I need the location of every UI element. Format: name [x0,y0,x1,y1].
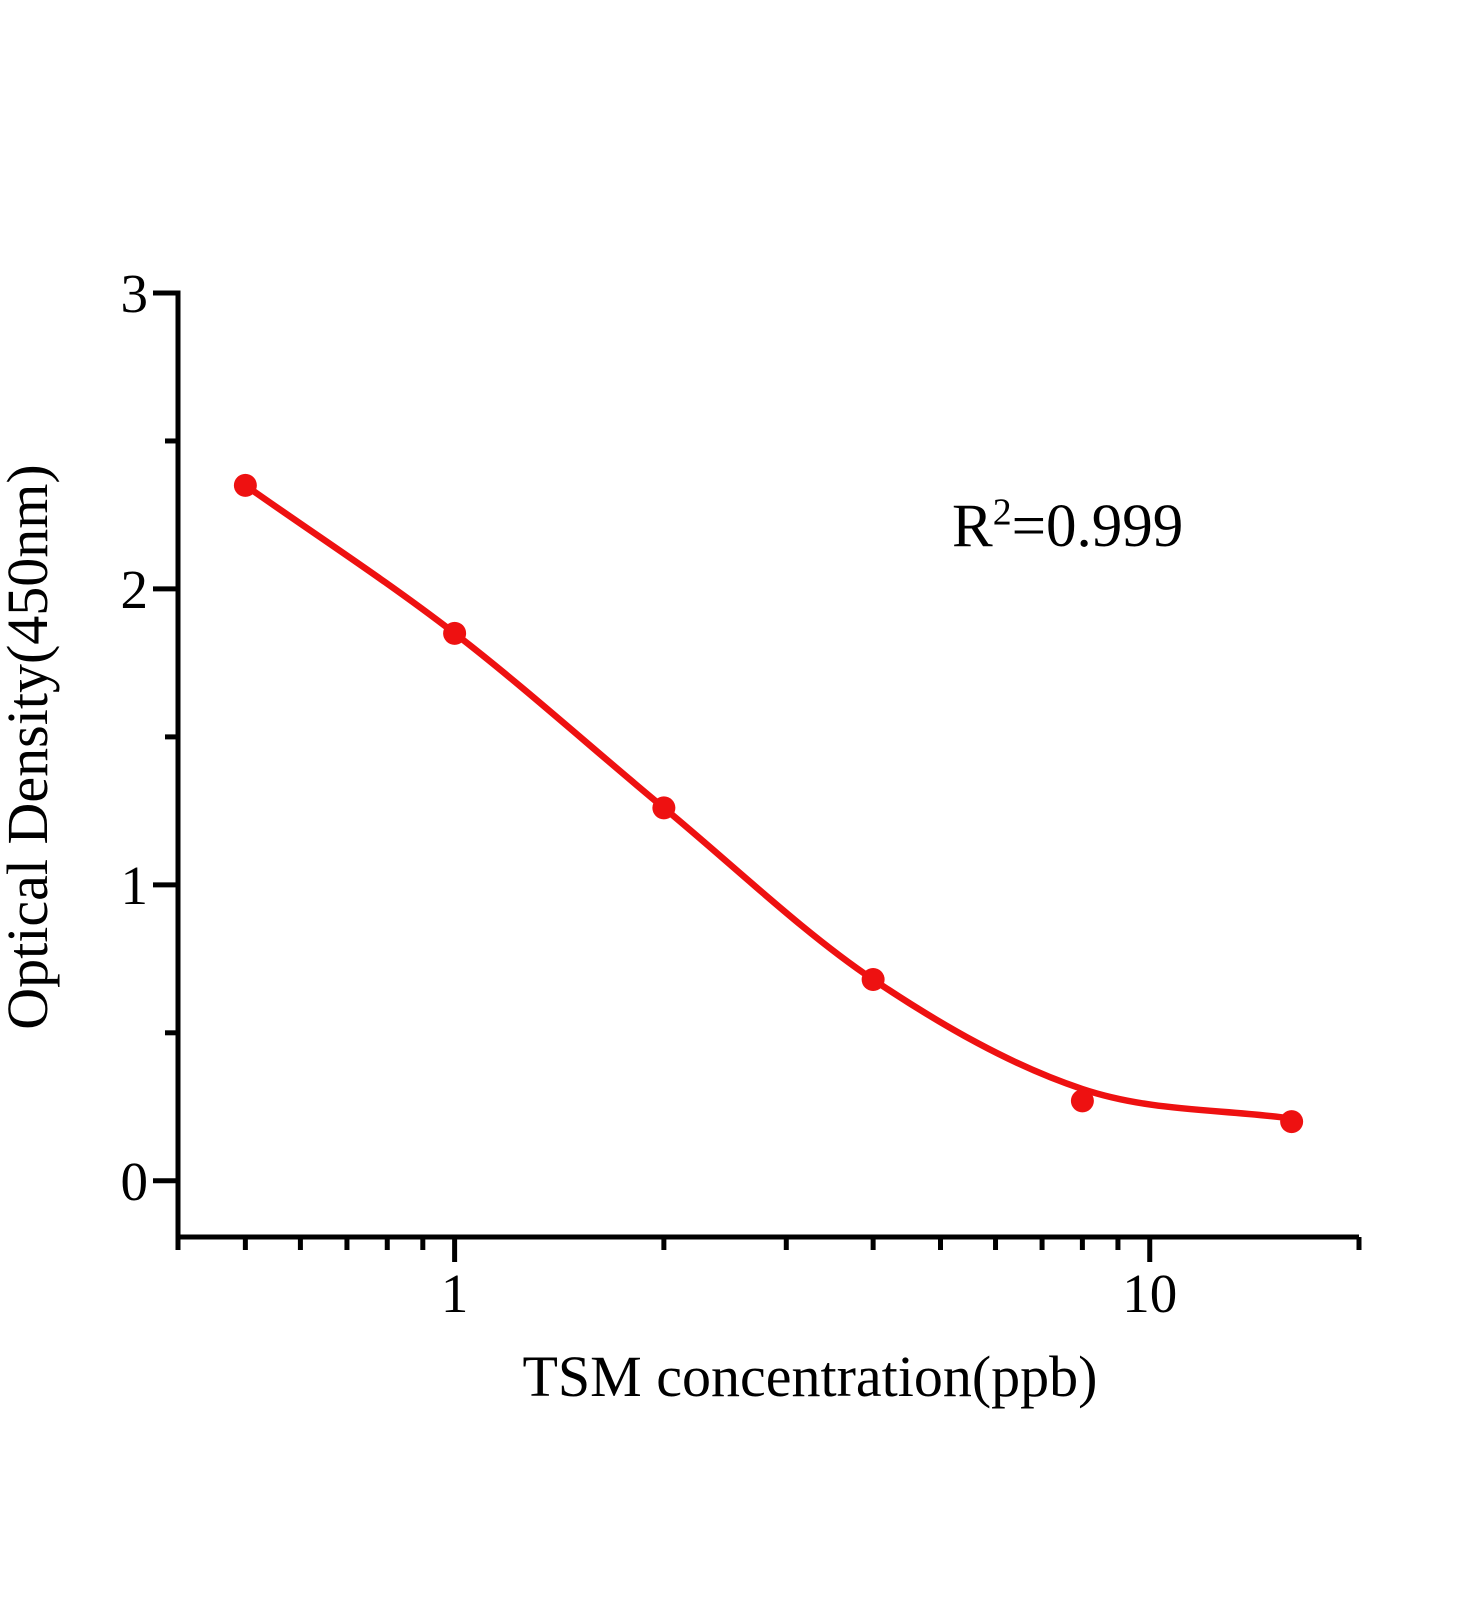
data-point [652,796,676,820]
data-point [1280,1110,1304,1134]
x-tick-label: 1 [441,1263,469,1324]
x-axis-title: TSM concentration(ppb) [522,1344,1098,1409]
x-tick-label: 10 [1122,1263,1177,1324]
y-tick-label: 0 [121,1151,149,1212]
y-axis-title: Optical Density(450nm) [0,464,60,1030]
r-squared-exponent: 2 [992,491,1012,534]
r-squared-value: =0.999 [1011,493,1184,560]
fit-curve [242,482,1295,1122]
y-tick-label: 2 [121,559,149,620]
axes-frame [175,290,1359,1240]
data-point [233,473,257,497]
y-tick-label: 3 [121,263,149,324]
r-squared-base: R [952,493,993,560]
data-point [443,621,467,645]
data-point [861,968,885,992]
r-squared-annotation: R2=0.999 [952,493,1184,560]
data-point [1070,1089,1094,1113]
y-tick-label: 1 [121,855,149,916]
